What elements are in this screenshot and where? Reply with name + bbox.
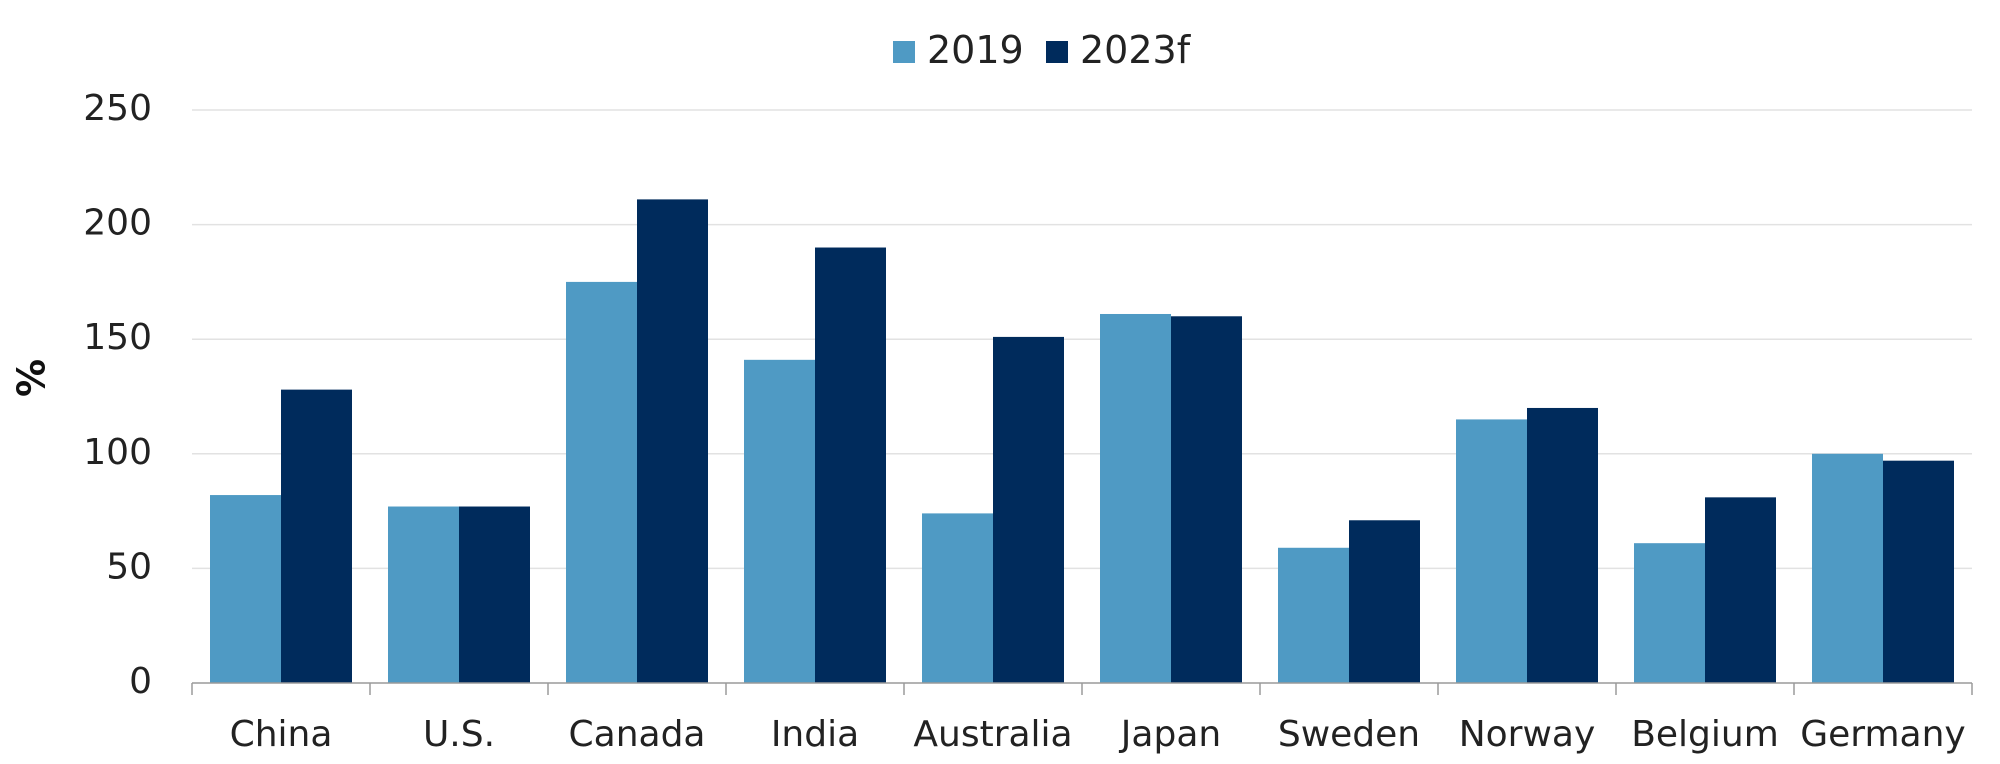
bar-2023f-china xyxy=(281,389,352,683)
bar-2019-norway xyxy=(1456,419,1527,683)
y-tick-label: 150 xyxy=(83,317,152,358)
legend-swatch-2019 xyxy=(893,41,915,63)
bars xyxy=(210,199,1954,683)
category-label: Germany xyxy=(1800,714,1965,755)
category-label: Norway xyxy=(1459,714,1596,755)
bar-2023f-japan xyxy=(1171,316,1242,683)
bar-2019-belgium xyxy=(1634,543,1705,683)
category-label: Sweden xyxy=(1278,714,1420,755)
category-label: Belgium xyxy=(1631,714,1779,755)
legend-label-2023f: 2023f xyxy=(1080,28,1192,72)
category-labels: China U.S. Canada India Australia Japan Sweden… xyxy=(230,714,1966,755)
category-label: Australia xyxy=(913,714,1072,755)
y-tick-label: 200 xyxy=(83,203,152,244)
category-label: Canada xyxy=(569,714,706,755)
legend-label-2019: 2019 xyxy=(927,28,1024,72)
bar-2023f-sweden xyxy=(1349,520,1420,683)
bar-2019-canada xyxy=(566,281,637,683)
bar-2019-japan xyxy=(1100,313,1171,683)
bar-2019-china xyxy=(210,495,281,683)
y-tick-label: 100 xyxy=(83,432,152,473)
y-axis-ticks: 0 50 100 150 200 250 xyxy=(83,88,152,702)
category-label: China xyxy=(230,714,333,755)
x-axis xyxy=(191,682,1973,695)
bar-2019-australia xyxy=(922,513,993,683)
bar-2019-u-s xyxy=(388,506,459,683)
bar-2019-germany xyxy=(1812,453,1883,683)
bar-2023f-germany xyxy=(1883,460,1954,683)
legend-swatch-2023f xyxy=(1046,41,1068,63)
bar-2023f-u-s xyxy=(459,506,530,683)
category-label: India xyxy=(771,714,859,755)
category-label: U.S. xyxy=(423,714,495,755)
y-tick-label: 0 xyxy=(129,661,152,702)
y-tick-label: 50 xyxy=(106,546,152,587)
bar-2019-sweden xyxy=(1278,547,1349,683)
bar-2023f-canada xyxy=(637,199,708,683)
y-tick-label: 250 xyxy=(83,88,152,129)
bar-2023f-belgium xyxy=(1705,497,1776,683)
bar-2023f-india xyxy=(815,247,886,683)
legend: 2019 2023f xyxy=(893,28,1192,72)
category-label: Japan xyxy=(1119,714,1221,755)
bar-2023f-norway xyxy=(1527,407,1598,683)
y-axis-title: % xyxy=(10,359,54,397)
bar-2023f-australia xyxy=(993,336,1064,683)
bar-2019-india xyxy=(744,359,815,683)
